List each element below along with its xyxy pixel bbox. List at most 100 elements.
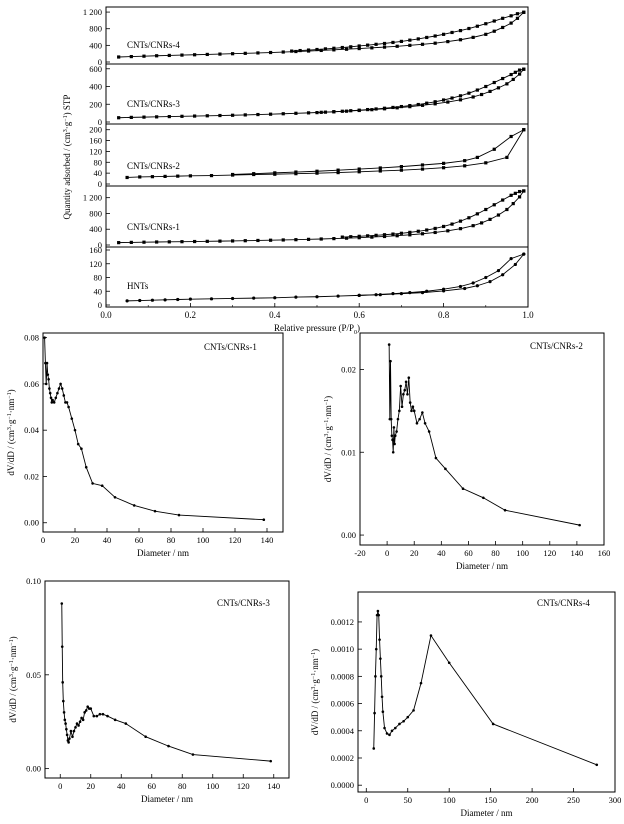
data-point	[463, 159, 467, 163]
data-point	[231, 173, 235, 177]
data-point	[67, 741, 70, 744]
data-point	[412, 409, 416, 413]
data-point	[517, 72, 522, 76]
x-tick-label: 0	[364, 795, 368, 805]
x-tick-label: 1.0	[522, 310, 534, 320]
data-point	[177, 513, 181, 517]
data-point	[394, 726, 397, 730]
data-point	[398, 722, 401, 726]
data-point	[399, 165, 403, 169]
data-point	[492, 203, 496, 207]
data-point	[366, 43, 370, 47]
data-point	[63, 718, 67, 722]
data-point	[209, 297, 214, 301]
data-point	[399, 292, 403, 296]
data-point	[408, 401, 412, 404]
data-point	[515, 16, 520, 20]
data-point	[113, 495, 117, 499]
data-point	[76, 442, 80, 446]
data-point	[442, 161, 446, 165]
data-point	[80, 716, 83, 720]
data-point	[496, 269, 501, 273]
data-point	[100, 484, 104, 488]
data-point	[484, 161, 488, 165]
label-part: Relative pressure (P/P	[274, 323, 354, 333]
data-point	[65, 727, 68, 731]
data-point	[83, 711, 86, 714]
adsorption-line	[127, 129, 525, 178]
data-point	[144, 735, 147, 739]
x-tick-label: 140	[267, 781, 280, 791]
data-point	[515, 12, 520, 16]
pore-size-chart-cnrs-3: 0 20 40 60 80 100 120 140 0.00 0.05 0.10 CNTs/CNRs-…	[8, 576, 290, 804]
y-tick-label: 1 200	[83, 193, 102, 203]
data-point	[382, 41, 387, 46]
label-part: 3	[9, 674, 15, 677]
desorption-line	[232, 129, 524, 175]
y-tick-label: 160	[89, 245, 102, 255]
data-point	[117, 116, 121, 120]
y-axis-label: Quantity adsorbed / (cm3·g−1) STP	[62, 95, 72, 220]
label-part: 3	[311, 687, 317, 690]
label-part: ·nm	[310, 658, 320, 673]
data-point	[281, 112, 285, 116]
data-point	[74, 726, 77, 729]
data-point	[290, 49, 294, 53]
y-tick-label: 0.04	[24, 425, 40, 435]
x-tick-label: 20	[87, 781, 96, 791]
label-part: ·g	[310, 679, 320, 687]
x-tick-label: 120	[229, 535, 242, 545]
data-point	[357, 167, 361, 171]
pore-size-chart-cnrs-1: 0 20 40 60 80 100 120 140 0.00 0.02 0.04 0.06 0.08 CN…	[6, 332, 284, 558]
y-tick-label: 0.00	[24, 518, 39, 528]
label-part: −1	[7, 413, 13, 419]
data-point	[399, 39, 403, 44]
data-point	[433, 41, 437, 45]
y-tick-label: 0	[98, 179, 102, 189]
label-part: ·nm	[8, 646, 18, 661]
data-point	[155, 115, 159, 119]
label-part: −1	[324, 420, 330, 426]
data-point	[509, 134, 513, 139]
data-point	[511, 201, 515, 206]
data-point	[399, 384, 402, 388]
data-point	[399, 104, 403, 109]
y-tick-label: 0.02	[341, 364, 356, 374]
data-point	[501, 198, 505, 202]
data-point	[458, 94, 463, 98]
x-tick-label: 20	[410, 548, 419, 558]
data-point	[205, 52, 209, 57]
data-point	[370, 235, 374, 239]
data-point	[374, 647, 378, 651]
panel-frame	[105, 185, 529, 248]
y-tick-label: 0.00	[341, 530, 356, 540]
label-part: ·g	[8, 666, 18, 674]
data-point	[513, 70, 517, 74]
label-part: )	[357, 323, 360, 333]
data-point	[319, 237, 323, 241]
data-point	[420, 291, 425, 295]
data-point	[155, 240, 159, 244]
chart-title: CNTs/CNRs-4	[537, 598, 590, 608]
label-part: 0	[354, 330, 357, 336]
data-point	[418, 417, 421, 421]
panel-label: HNTs	[127, 281, 149, 291]
label-part: )	[310, 649, 320, 652]
data-point	[382, 234, 387, 239]
data-point	[344, 236, 349, 240]
data-point	[381, 710, 385, 714]
data-point	[193, 114, 197, 118]
data-point	[522, 189, 526, 193]
y-tick-label: 400	[89, 40, 102, 50]
data-point	[306, 237, 311, 241]
psd-line	[44, 337, 264, 521]
data-point	[492, 29, 496, 33]
data-point	[268, 50, 273, 55]
data-point	[475, 88, 479, 92]
x-tick-label: 0	[41, 535, 45, 545]
data-point	[488, 217, 492, 221]
data-point	[509, 21, 513, 25]
y-tick-label: 0.0000	[331, 780, 354, 790]
y-tick-label: 0.0008	[331, 671, 354, 681]
